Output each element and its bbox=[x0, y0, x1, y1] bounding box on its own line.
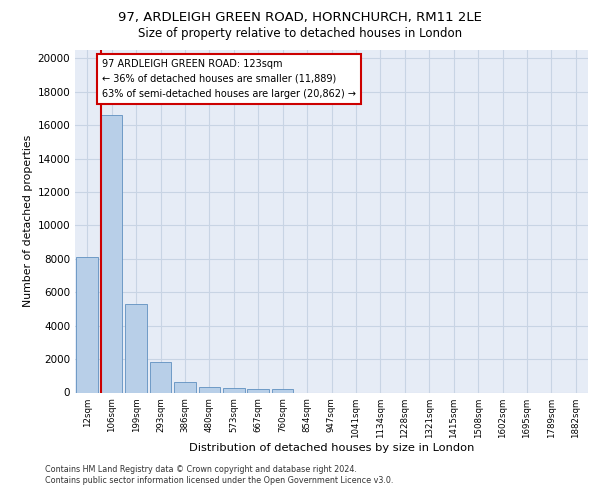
Bar bbox=[125, 304, 147, 392]
Bar bbox=[174, 382, 196, 392]
Bar bbox=[199, 386, 220, 392]
Y-axis label: Number of detached properties: Number of detached properties bbox=[23, 135, 33, 308]
Text: Size of property relative to detached houses in London: Size of property relative to detached ho… bbox=[138, 28, 462, 40]
Bar bbox=[247, 389, 269, 392]
Text: Contains HM Land Registry data © Crown copyright and database right 2024.: Contains HM Land Registry data © Crown c… bbox=[45, 465, 357, 474]
Bar bbox=[76, 257, 98, 392]
Bar bbox=[101, 115, 122, 392]
Bar bbox=[272, 390, 293, 392]
Text: Contains public sector information licensed under the Open Government Licence v3: Contains public sector information licen… bbox=[45, 476, 394, 485]
Text: 97, ARDLEIGH GREEN ROAD, HORNCHURCH, RM11 2LE: 97, ARDLEIGH GREEN ROAD, HORNCHURCH, RM1… bbox=[118, 11, 482, 24]
X-axis label: Distribution of detached houses by size in London: Distribution of detached houses by size … bbox=[189, 444, 474, 454]
Text: 97 ARDLEIGH GREEN ROAD: 123sqm
← 36% of detached houses are smaller (11,889)
63%: 97 ARDLEIGH GREEN ROAD: 123sqm ← 36% of … bbox=[103, 59, 356, 99]
Bar bbox=[150, 362, 171, 392]
Bar bbox=[223, 388, 245, 392]
